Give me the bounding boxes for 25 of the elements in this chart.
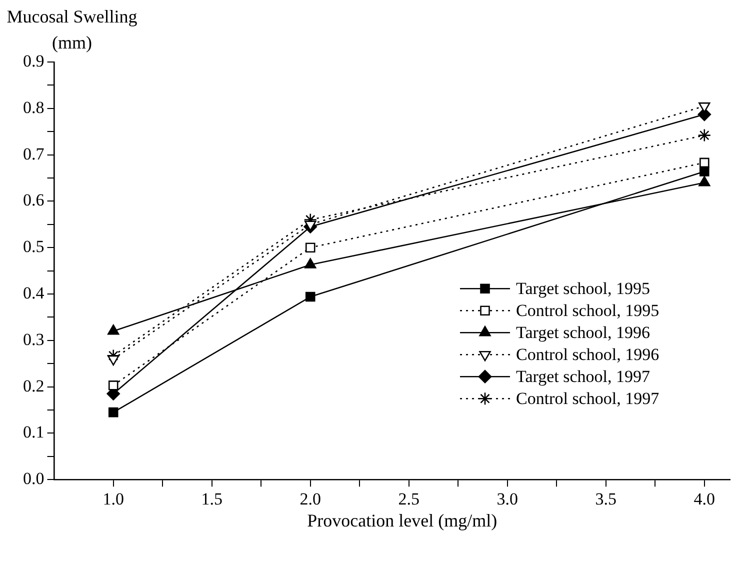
y-tick-label: 0.1 [23,422,44,442]
x-tick-label: 2.0 [300,489,321,508]
x-tick-label: 3.0 [496,489,518,508]
legend-label: Control school, 1997 [516,389,660,408]
legend-label: Target school, 1995 [516,279,650,298]
x-tick-label: 2.5 [398,489,420,508]
y-axis-title: Mucosal Swelling (mm) [6,6,138,53]
legend-label: Control school, 1995 [516,301,660,320]
y-tick-label: 0.9 [23,51,44,70]
y-tick-label: 0.0 [23,469,44,488]
x-tick-label: 1.5 [201,489,222,508]
x-tick-label: 1.0 [102,489,124,508]
y-tick-label: 0.6 [23,190,44,210]
legend-label: Target school, 1996 [516,323,650,342]
x-axis-title: Provocation level (mg/ml) [307,510,498,531]
y-tick-label: 0.2 [23,376,44,396]
legend-label: Control school, 1996 [516,345,660,364]
x-tick-label: 4.0 [694,489,716,508]
x-tick-label: 3.5 [595,489,617,508]
y-tick-label: 0.5 [23,237,44,256]
y-tick-label: 0.7 [23,144,45,164]
legend-label: Target school, 1997 [516,367,650,386]
y-tick-label: 0.3 [23,330,44,349]
y-tick-label: 0.8 [23,98,44,117]
y-tick-label: 0.4 [23,283,45,302]
